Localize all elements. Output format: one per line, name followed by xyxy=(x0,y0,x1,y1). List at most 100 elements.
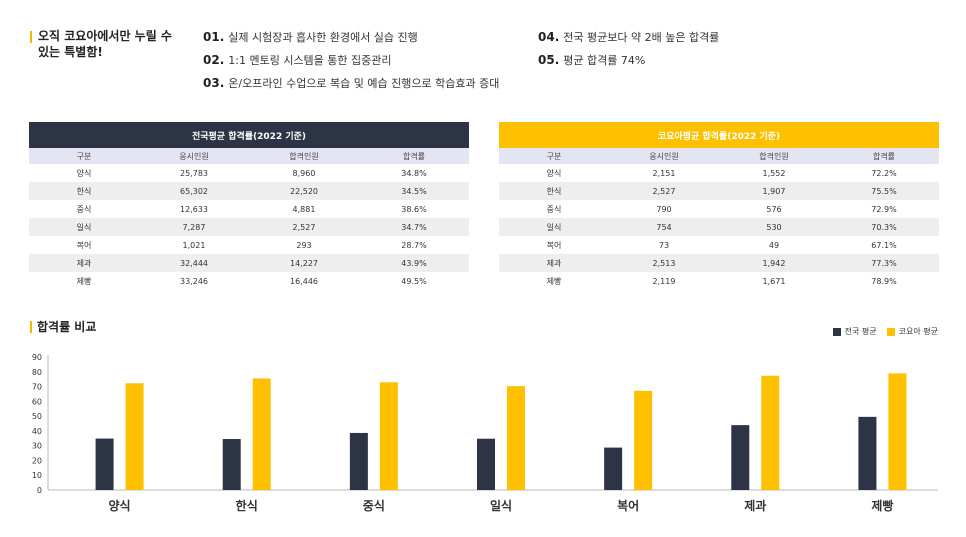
intro-heading: 오직 코요아에서만 누릴 수 있는 특별함! xyxy=(38,29,172,59)
column-header: 합격인원 xyxy=(719,148,829,164)
table-row: 양식 25,783 8,960 34.8% xyxy=(29,164,469,182)
table-cell: 38.6% xyxy=(359,200,469,218)
y-tick-label: 90 xyxy=(32,353,42,362)
table-cell: 34.7% xyxy=(359,218,469,236)
table-cell: 2,119 xyxy=(609,272,719,290)
intro-block: 오직 코요아에서만 누릴 수 있는 특별함! xyxy=(30,28,180,60)
table-cell: 22,520 xyxy=(249,182,359,200)
table-cell: 제빵 xyxy=(29,272,139,290)
accent-bar xyxy=(30,31,32,43)
x-tick-label: 양식 xyxy=(109,498,131,513)
bar-koyoa xyxy=(379,382,398,490)
bar-national xyxy=(731,425,750,490)
table-row: 중식 12,633 4,881 38.6% xyxy=(29,200,469,218)
table-cell: 일식 xyxy=(29,218,139,236)
table-cell: 77.3% xyxy=(829,254,939,272)
table-row: 복어 73 49 67.1% xyxy=(499,236,939,254)
y-tick-label: 80 xyxy=(32,368,42,377)
table-cell: 제과 xyxy=(29,254,139,272)
table-cell: 1,552 xyxy=(719,164,829,182)
chart-title: 합격률 비교 xyxy=(37,320,97,334)
x-tick-label: 한식 xyxy=(236,498,258,513)
table-cell: 14,227 xyxy=(249,254,359,272)
column-header: 합격률 xyxy=(829,148,939,164)
table-row: 한식 2,527 1,907 75.5% xyxy=(499,182,939,200)
table-cell: 제빵 xyxy=(499,272,609,290)
table-cell: 78.9% xyxy=(829,272,939,290)
x-tick-label: 일식 xyxy=(490,498,512,513)
table-row: 일식 7,287 2,527 34.7% xyxy=(29,218,469,236)
bar-koyoa xyxy=(125,383,144,490)
table-cell: 2,527 xyxy=(249,218,359,236)
feature-text: 실제 시험장과 흡사한 환경에서 실습 진행 xyxy=(228,31,418,44)
chart-legend: 전국 평균 코요아 평균 xyxy=(832,326,938,337)
x-tick-label: 복어 xyxy=(617,498,639,513)
column-header: 응시인원 xyxy=(139,148,249,164)
national-pass-rate-table: 전국평균 합격률(2022 기준) 구분 응시인원 합격인원 합격률 양식 25,783… xyxy=(29,122,469,290)
table-row: 일식 754 530 70.3% xyxy=(499,218,939,236)
table-row: 중식 790 576 72.9% xyxy=(499,200,939,218)
table-cell: 49 xyxy=(719,236,829,254)
feature-5: 05. 평균 합격률 74% xyxy=(538,52,645,69)
table-cell: 293 xyxy=(249,236,359,254)
table-cell: 576 xyxy=(719,200,829,218)
feature-number: 04. xyxy=(538,30,560,44)
table-cell: 530 xyxy=(719,218,829,236)
y-tick-label: 70 xyxy=(32,383,42,392)
table-row: 제빵 2,119 1,671 78.9% xyxy=(499,272,939,290)
table-cell: 제과 xyxy=(499,254,609,272)
legend-item-national: 전국 평균 xyxy=(832,326,877,337)
feature-number: 05. xyxy=(538,53,560,67)
table-cell: 복어 xyxy=(29,236,139,254)
table-cell: 한식 xyxy=(29,182,139,200)
bar-national xyxy=(222,439,241,490)
table-row: 한식 65,302 22,520 34.5% xyxy=(29,182,469,200)
bar-koyoa xyxy=(761,375,780,490)
table-cell: 2,151 xyxy=(609,164,719,182)
table-cell: 34.8% xyxy=(359,164,469,182)
table-row: 제빵 33,246 16,446 49.5% xyxy=(29,272,469,290)
feature-number: 02. xyxy=(203,53,225,67)
table-cell: 중식 xyxy=(499,200,609,218)
table-cell: 790 xyxy=(609,200,719,218)
bar-chart: 0 10 20 30 40 50 60 70 80 90 양식 한식 중식 일식 복어 제과 제빵 xyxy=(32,353,938,513)
table-cell: 7,287 xyxy=(139,218,249,236)
table-cell: 1,942 xyxy=(719,254,829,272)
bar-national xyxy=(858,416,877,490)
legend-item-koyoa: 코요아 평균 xyxy=(886,326,938,337)
column-header: 합격인원 xyxy=(249,148,359,164)
table-cell: 43.9% xyxy=(359,254,469,272)
table-cell: 72.2% xyxy=(829,164,939,182)
feature-text: 온/오프라인 수업으로 복습 및 예습 진행으로 학습효과 증대 xyxy=(228,77,500,90)
x-tick-label: 중식 xyxy=(363,498,385,513)
feature-number: 03. xyxy=(203,76,225,90)
feature-1: 01. 실제 시험장과 흡사한 환경에서 실습 진행 xyxy=(203,29,418,46)
bar-national xyxy=(477,438,495,490)
y-tick-label: 50 xyxy=(32,412,42,421)
column-header: 구분 xyxy=(29,148,139,164)
table-cell: 12,633 xyxy=(139,200,249,218)
bar-national xyxy=(604,447,623,490)
legend-label: 전국 평균 xyxy=(844,327,877,336)
table-cell: 73 xyxy=(609,236,719,254)
table-cell: 25,783 xyxy=(139,164,249,182)
table-cell: 70.3% xyxy=(829,218,939,236)
y-tick-label: 40 xyxy=(32,427,42,436)
x-tick-label: 제과 xyxy=(744,498,766,513)
legend-label: 코요아 평균 xyxy=(898,327,938,336)
table-cell: 67.1% xyxy=(829,236,939,254)
feature-4: 04. 전국 평균보다 약 2배 높은 합격률 xyxy=(538,29,719,46)
bar-koyoa xyxy=(507,386,525,490)
legend-swatch xyxy=(886,327,895,336)
feature-2: 02. 1:1 멘토링 시스템을 통한 집중관리 xyxy=(203,52,392,69)
bar-national xyxy=(349,432,368,490)
table-cell: 1,671 xyxy=(719,272,829,290)
table-cell: 일식 xyxy=(499,218,609,236)
table-row: 복어 1,021 293 28.7% xyxy=(29,236,469,254)
table-cell: 양식 xyxy=(29,164,139,182)
feature-number: 01. xyxy=(203,30,225,44)
bar-koyoa xyxy=(888,373,907,490)
table-cell: 양식 xyxy=(499,164,609,182)
feature-text: 평균 합격률 74% xyxy=(563,54,646,67)
y-tick-label: 0 xyxy=(37,486,42,495)
